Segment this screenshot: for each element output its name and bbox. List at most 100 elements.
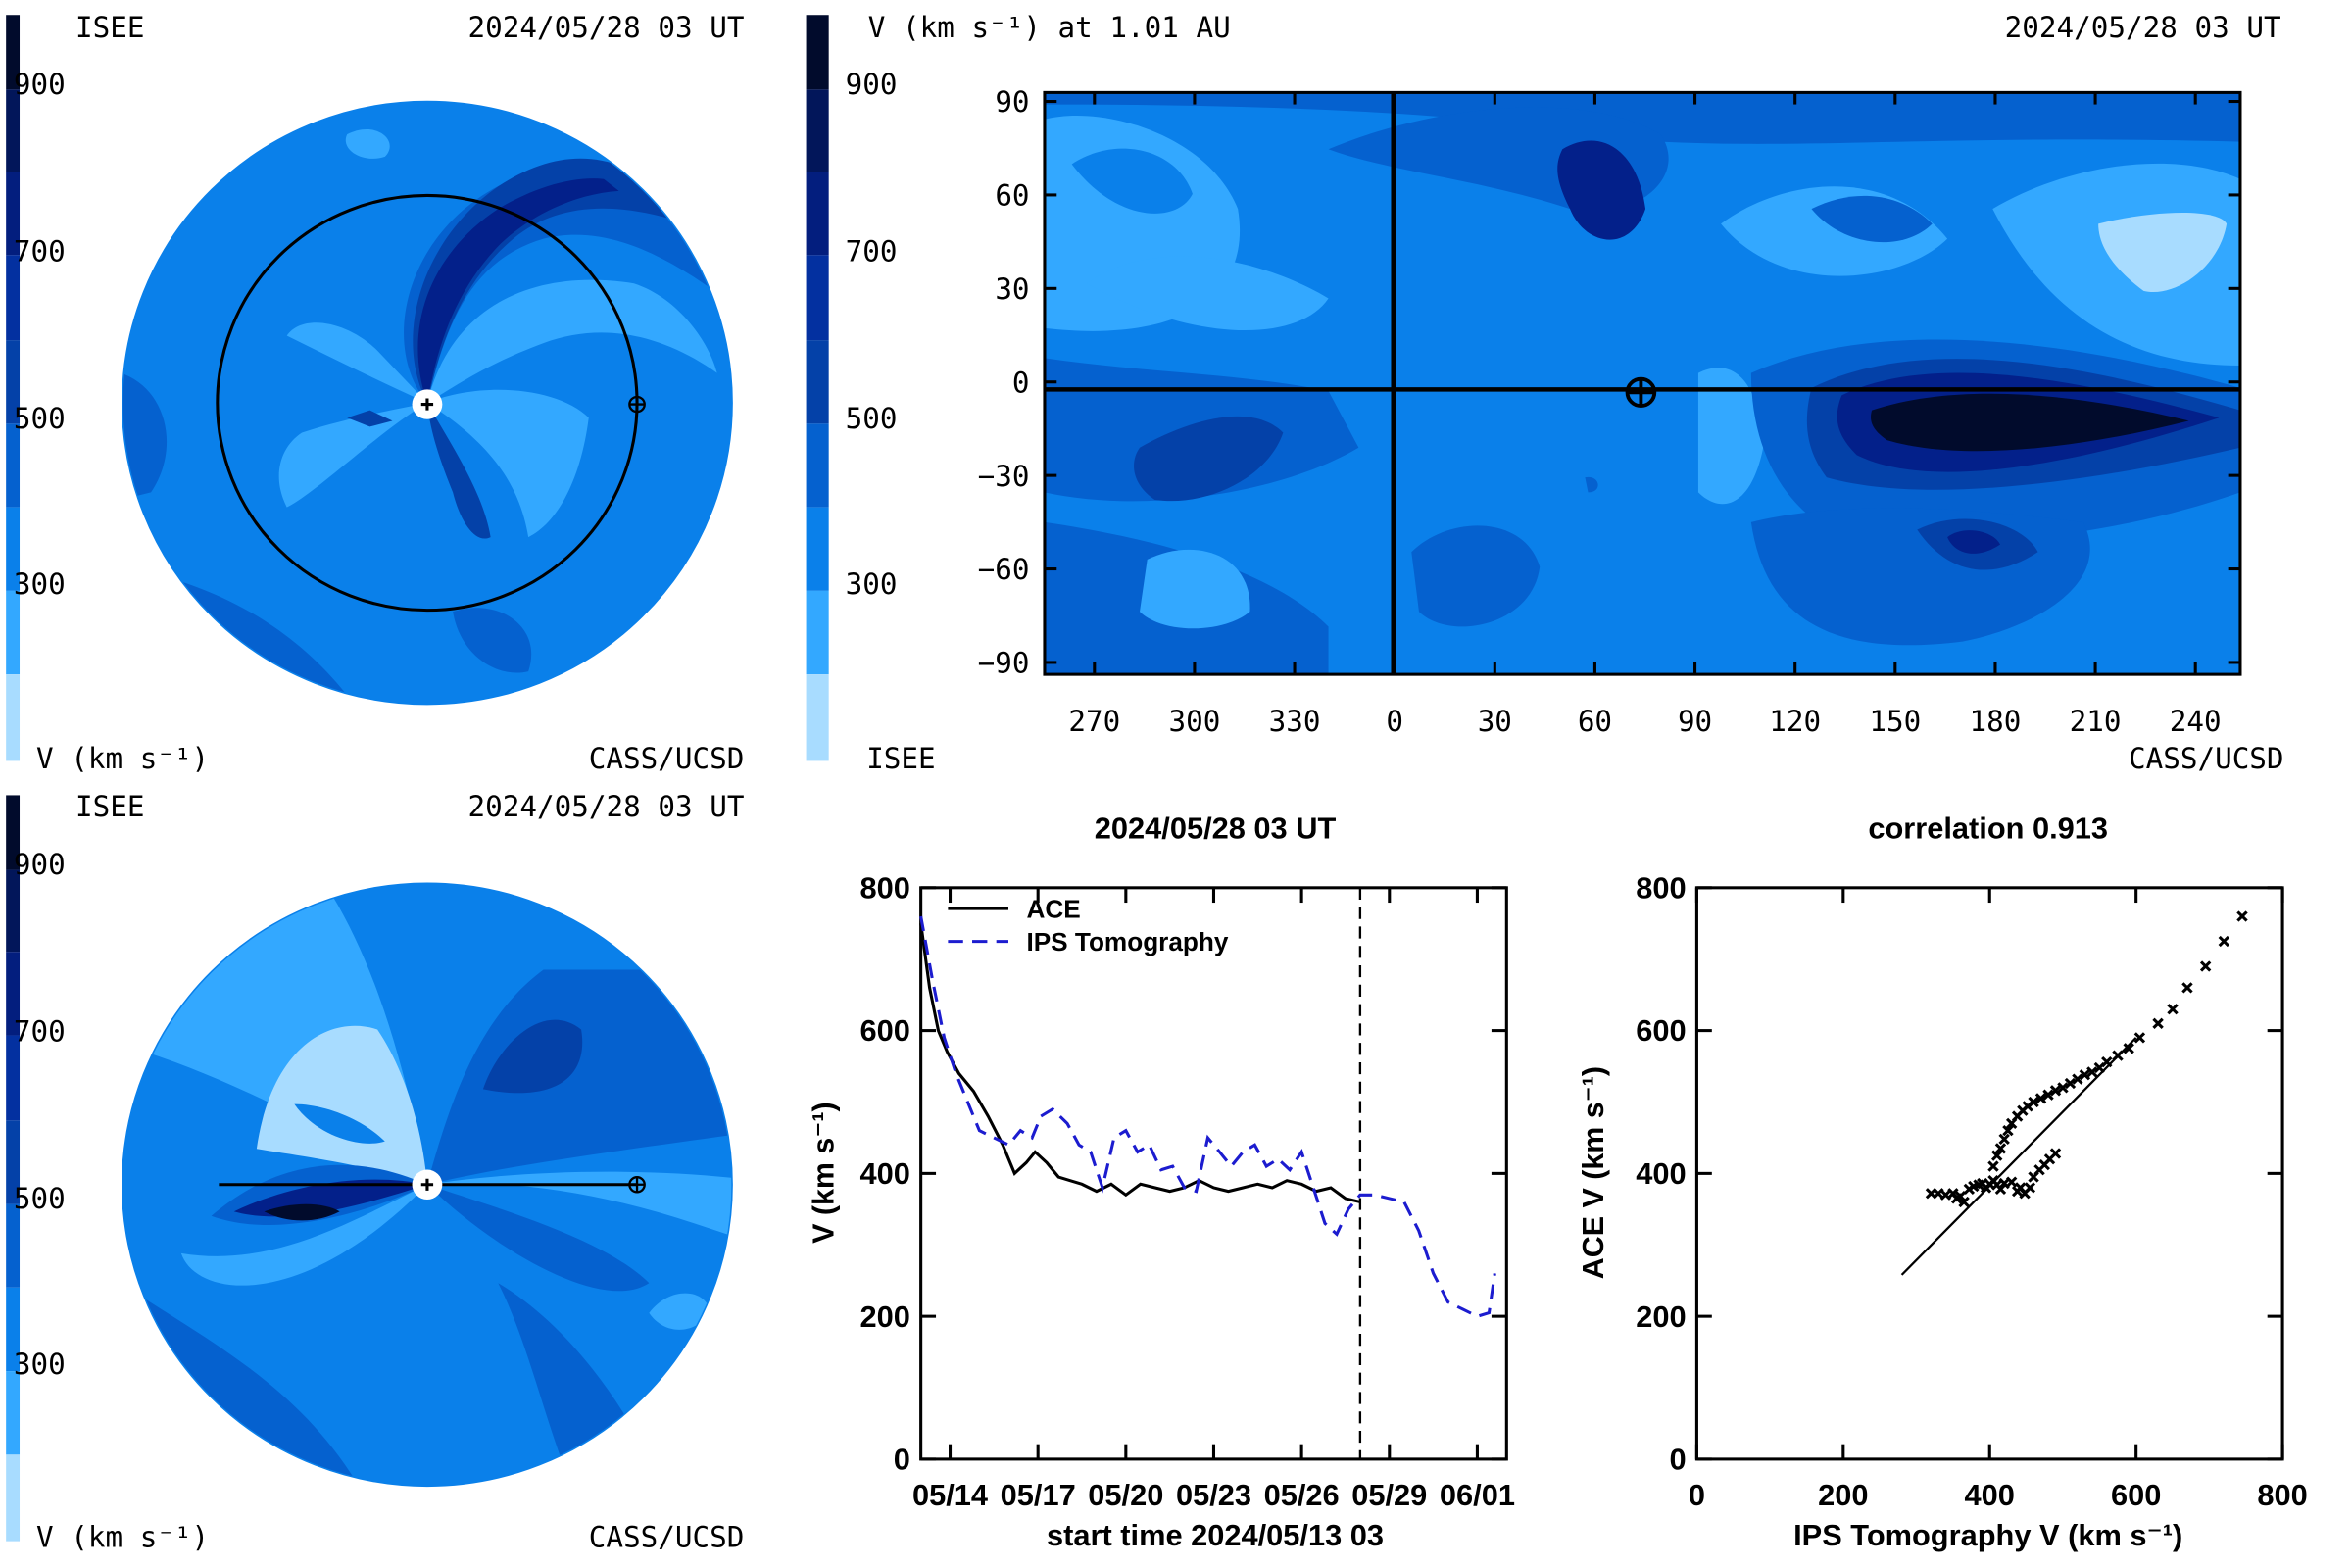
scatter-point — [2152, 1017, 2164, 1029]
colorbar-band — [6, 1203, 21, 1288]
scatter-ylabel: ACE V (km s⁻¹) — [1577, 1066, 1610, 1279]
colorbar-band — [6, 172, 21, 256]
timeseries-title: 2024/05/28 03 UT — [1095, 812, 1337, 846]
colorbar-tick-label: 900 — [13, 849, 66, 882]
map-y-tick-label: 30 — [995, 272, 1029, 306]
panel-credit-label: CASS/UCSD — [588, 743, 745, 776]
map-x-tick-label: 60 — [1578, 705, 1612, 738]
scatter-point — [2042, 1089, 2054, 1101]
colorbar-band — [806, 674, 829, 761]
map-title: V (km s⁻¹) at 1.01 AU — [867, 12, 1231, 45]
colorbar-band — [806, 507, 829, 591]
legend-label-ips: IPS Tomography — [1026, 927, 1229, 956]
ts-x-tick-label: 05/26 — [1264, 1479, 1340, 1512]
panel-credit-label: CASS/UCSD — [588, 1521, 745, 1555]
map-x-tick-label: 300 — [1168, 705, 1220, 738]
sun-marker-icon — [412, 389, 443, 419]
colorbar-band — [6, 1287, 21, 1372]
scatter-point — [2133, 1032, 2146, 1044]
colorbar-band — [6, 423, 21, 508]
timeseries-xlabel: start time 2024/05/13 03 — [1047, 1519, 1384, 1552]
panel-source-label: ISEE — [75, 12, 145, 45]
scatter-frame — [1694, 886, 2284, 1461]
scatter-point — [2167, 1004, 2179, 1015]
sc-y-tick-label: 200 — [1636, 1300, 1686, 1334]
ts-y-tick-label: 200 — [859, 1300, 909, 1334]
colorbar-band — [6, 89, 21, 172]
colorbar-band — [806, 172, 829, 256]
colorbar-tick-label: 700 — [13, 235, 66, 270]
map-x-tick-label: 150 — [1869, 705, 1921, 738]
sc-x-tick-label: 0 — [1689, 1479, 1705, 1512]
colorbar-band — [6, 674, 21, 761]
colorbar-band — [6, 255, 21, 341]
colorbar-bottom — [6, 795, 21, 1542]
colorbar-tick-label: 500 — [13, 1183, 66, 1216]
scatter-point — [2005, 1176, 2018, 1188]
colorbar-band — [6, 795, 21, 870]
sc-x-tick-label: 200 — [1818, 1479, 1868, 1512]
colorbar-band — [806, 255, 829, 341]
scatter-point — [2181, 982, 2193, 994]
colorbar-band — [6, 1120, 21, 1204]
colorbar-band — [806, 590, 829, 675]
scatter-point — [1991, 1150, 2003, 1161]
colorbar-band — [6, 1035, 21, 1121]
map-x-tick-label: 30 — [1478, 705, 1512, 738]
scatter-point — [2112, 1050, 2124, 1061]
sc-y-tick-label: 800 — [1636, 872, 1686, 906]
ts-y-tick-label: 800 — [859, 872, 909, 906]
scatter-point — [2236, 910, 2248, 922]
scatter-point — [1994, 1143, 2007, 1154]
colorbar-top — [6, 15, 21, 761]
map-x-tick-label: 210 — [2070, 705, 2122, 738]
colorbar-tick-label: 700 — [13, 1015, 66, 1050]
scatter-point — [2064, 1077, 2077, 1090]
fit-line — [1900, 1037, 2137, 1276]
scatter-point — [1958, 1196, 1970, 1208]
colorbar-tick-label: 900 — [13, 69, 66, 102]
legend-label-ace: ACE — [1026, 894, 1080, 923]
scatter-title: correlation 0.913 — [1868, 812, 2108, 846]
colorbar-band — [6, 869, 21, 953]
map-x-tick-label: 120 — [1769, 705, 1821, 738]
colorbar-band — [806, 89, 829, 172]
map-y-tick-label: 60 — [995, 179, 1029, 213]
ts-x-tick-label: 06/01 — [1440, 1479, 1515, 1512]
ts-x-tick-label: 05/23 — [1176, 1479, 1251, 1512]
sc-y-tick-label: 400 — [1636, 1157, 1686, 1191]
colorbar-band — [6, 952, 21, 1036]
scatter-point — [2086, 1066, 2098, 1078]
colorbar-band — [6, 15, 21, 90]
map-credit-label: CASS/UCSD — [2128, 743, 2284, 776]
map-date-label: 2024/05/28 03 UT — [2004, 12, 2281, 45]
earth-marker-icon — [628, 1176, 646, 1194]
colorbar-band — [6, 507, 21, 591]
scatter-point — [2002, 1124, 2014, 1137]
ts-y-tick-label: 400 — [859, 1157, 909, 1191]
scatter-point — [2072, 1073, 2083, 1085]
map-y-tick-label: 0 — [1012, 367, 1030, 400]
ips-tomography-series-line — [919, 915, 1496, 1318]
sun-marker-icon — [412, 1169, 443, 1200]
colorbar-band — [806, 423, 829, 508]
ts-x-tick-label: 05/14 — [912, 1479, 988, 1512]
scatter-xlabel: IPS Tomography V (km s⁻¹) — [1793, 1519, 2182, 1552]
colorbar-band — [6, 340, 21, 424]
scatter-point — [2024, 1182, 2036, 1194]
colorbar-band — [6, 590, 21, 675]
scatter-point — [2057, 1082, 2069, 1094]
scatter-point — [2049, 1085, 2062, 1097]
sc-y-tick-label: 0 — [1669, 1444, 1686, 1477]
ace-series-line — [919, 923, 1361, 1203]
colorbar-band — [806, 340, 829, 424]
earth-marker-icon — [1625, 376, 1657, 408]
colorbar-unit-label: V (km s⁻¹) — [35, 743, 210, 776]
colorbar-band — [6, 1371, 21, 1455]
earth-marker-icon — [628, 395, 646, 414]
sc-x-tick-label: 800 — [2257, 1479, 2307, 1512]
